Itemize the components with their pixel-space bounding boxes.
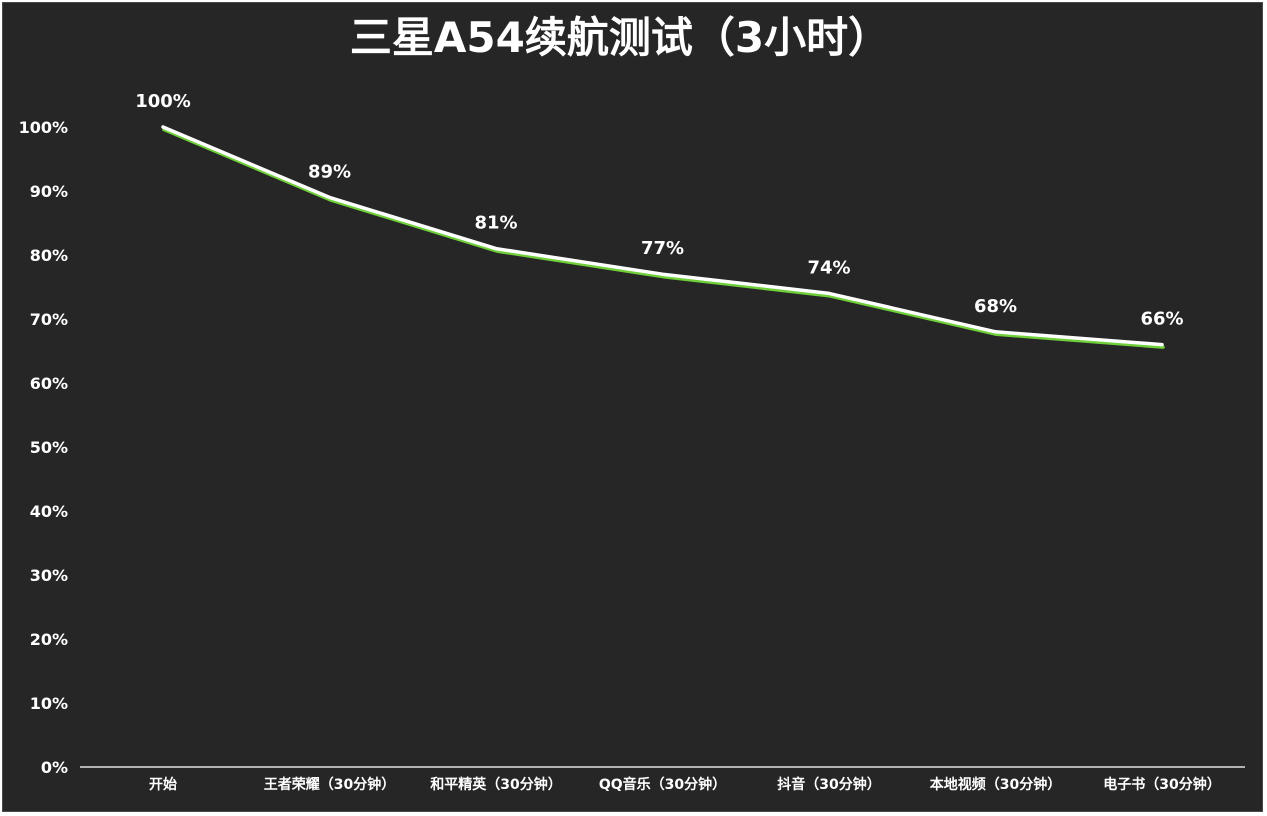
y-axis-ticks: 0% 10% 20% 30% 40% 50% 60% 70% 80% 90% 100%: [19, 118, 68, 777]
drop-lines: [162, 127, 1163, 767]
x-tick-label: 开始: [149, 776, 177, 793]
y-tick-label: 20%: [30, 630, 68, 649]
y-tick-label: 90%: [30, 182, 68, 201]
x-tick-label: 抖音（30分钟）: [777, 776, 880, 793]
x-tick-label: 和平精英（30分钟）: [430, 776, 561, 793]
y-tick-label: 50%: [30, 438, 68, 457]
data-label: 68%: [974, 296, 1017, 317]
y-tick-label: 10%: [30, 694, 68, 713]
y-tick-label: 0%: [41, 758, 68, 777]
data-label: 89%: [308, 161, 351, 182]
y-tick-label: 40%: [30, 502, 68, 521]
data-label: 77%: [641, 238, 684, 259]
data-label: 100%: [135, 91, 191, 112]
chart-title: 三星A54续航测试（3小时）: [349, 13, 891, 62]
series-line-shadow: [162, 127, 1165, 349]
x-tick-label: 王者荣耀（30分钟）: [264, 776, 395, 793]
y-tick-label: 30%: [30, 566, 68, 585]
data-label: 66%: [1140, 309, 1183, 330]
data-label: 81%: [474, 213, 517, 234]
y-tick-label: 70%: [30, 310, 68, 329]
x-tick-label: 电子书（30分钟）: [1103, 776, 1220, 793]
x-axis-ticks: 开始 王者荣耀（30分钟） 和平精英（30分钟） QQ音乐（30分钟） 抖音（30分钟）…: [149, 776, 1221, 793]
series-line: [161, 125, 1164, 347]
x-tick-label: 本地视频（30分钟）: [930, 776, 1061, 793]
x-tick-label: QQ音乐（30分钟）: [599, 776, 726, 793]
y-tick-label: 60%: [30, 374, 68, 393]
y-tick-label: 80%: [30, 246, 68, 265]
y-tick-label: 100%: [19, 118, 68, 137]
data-labels: 100% 89% 81% 77% 74% 68% 66%: [135, 91, 1183, 330]
data-label: 74%: [807, 257, 850, 278]
